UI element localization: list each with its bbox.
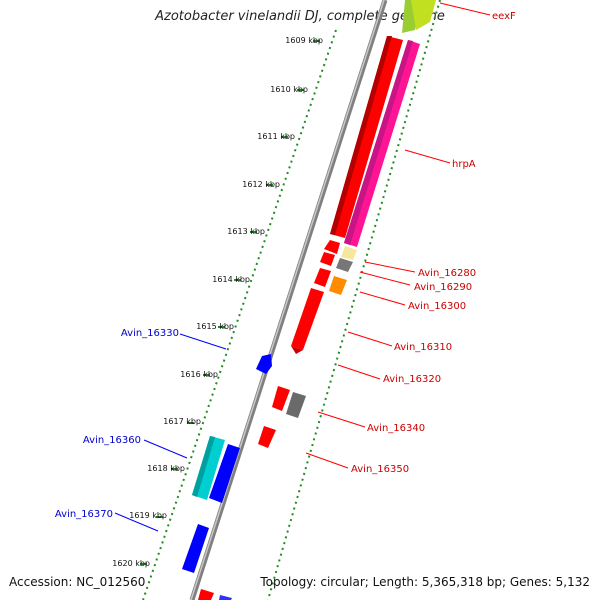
label-eexF: eexF xyxy=(492,11,516,22)
gene-eexF-top[interactable] xyxy=(411,0,436,30)
left-leaders xyxy=(114,333,227,532)
reverse-genes xyxy=(182,354,272,600)
gene-bottom-blue[interactable] xyxy=(219,595,232,600)
gene-large-red-side xyxy=(330,36,392,235)
label-avin-16330: Avin_16330 xyxy=(121,328,179,339)
label-avin-16300: Avin_16300 xyxy=(408,301,466,312)
tick-track-left xyxy=(142,29,337,600)
tick-label: 1617 kbp xyxy=(163,417,201,426)
label-avin-16310: Avin_16310 xyxy=(394,342,452,353)
tick-label: 1612 kbp xyxy=(242,180,280,189)
gene-bottom-red[interactable] xyxy=(198,589,214,600)
tick-label: 1619 kbp xyxy=(129,511,167,520)
tick-marks xyxy=(140,40,320,565)
gene-avin-16360-side xyxy=(192,436,215,497)
genome-backbone xyxy=(189,0,388,600)
tick-label: 1613 kbp xyxy=(227,227,265,236)
tick-label: 1615 kbp xyxy=(196,322,234,331)
gene-hrpA-side xyxy=(344,40,413,245)
left-gene-labels: Avin_16330 Avin_16360 Avin_16370 xyxy=(55,328,179,520)
gene-blue-large[interactable] xyxy=(209,444,240,503)
label-avin-16280: Avin_16280 xyxy=(418,268,476,279)
forward-genes xyxy=(198,0,436,600)
tick-label: 1611 kbp xyxy=(257,132,295,141)
map-title: Azotobacter vinelandii DJ, complete geno… xyxy=(155,9,445,24)
tick-label: 1614 kbp xyxy=(212,275,250,284)
accession-label: Accession: NC_012560 xyxy=(9,575,146,589)
gene-avin-16300[interactable] xyxy=(329,276,347,295)
gene-avin-16290[interactable] xyxy=(336,258,353,272)
label-avin-16370: Avin_16370 xyxy=(55,509,113,520)
gene-avin-16330[interactable] xyxy=(256,354,272,374)
gene-avin-16320[interactable] xyxy=(272,386,290,411)
gene-small-red-2[interactable] xyxy=(320,252,335,266)
tick-label: 1610 kbp xyxy=(270,85,308,94)
label-avin-16340: Avin_16340 xyxy=(367,423,425,434)
gene-avin-16280[interactable] xyxy=(341,246,357,260)
right-leaders xyxy=(305,2,491,469)
tick-label: 1609 kbp xyxy=(285,36,323,45)
tick-labels: 1609 kbp 1610 kbp 1611 kbp 1612 kbp 1613… xyxy=(112,36,323,568)
label-hrpA: hrpA xyxy=(452,159,476,170)
gene-avin-16370[interactable] xyxy=(182,524,209,573)
right-gene-labels: eexF hrpA Avin_16280 Avin_16290 Avin_163… xyxy=(351,11,516,475)
tick-label: 1620 kbp xyxy=(112,559,150,568)
tick-label: 1616 kbp xyxy=(180,370,218,379)
label-avin-16350: Avin_16350 xyxy=(351,464,409,475)
label-avin-16290: Avin_16290 xyxy=(414,282,472,293)
gene-small-red-3[interactable] xyxy=(314,268,331,287)
gene-avin-16310[interactable] xyxy=(291,288,324,350)
summary-label: Topology: circular; Length: 5,365,318 bp… xyxy=(260,575,590,589)
gene-small-red-1[interactable] xyxy=(324,240,340,254)
gene-avin-16310-head xyxy=(291,346,303,354)
label-avin-16320: Avin_16320 xyxy=(383,374,441,385)
gene-avin-16340[interactable] xyxy=(286,392,306,418)
label-avin-16360: Avin_16360 xyxy=(83,435,141,446)
tick-track-right xyxy=(267,0,441,600)
genome-backbone-highlight xyxy=(190,0,385,600)
gene-avin-16350[interactable] xyxy=(258,426,276,448)
tick-label: 1618 kbp xyxy=(147,464,185,473)
